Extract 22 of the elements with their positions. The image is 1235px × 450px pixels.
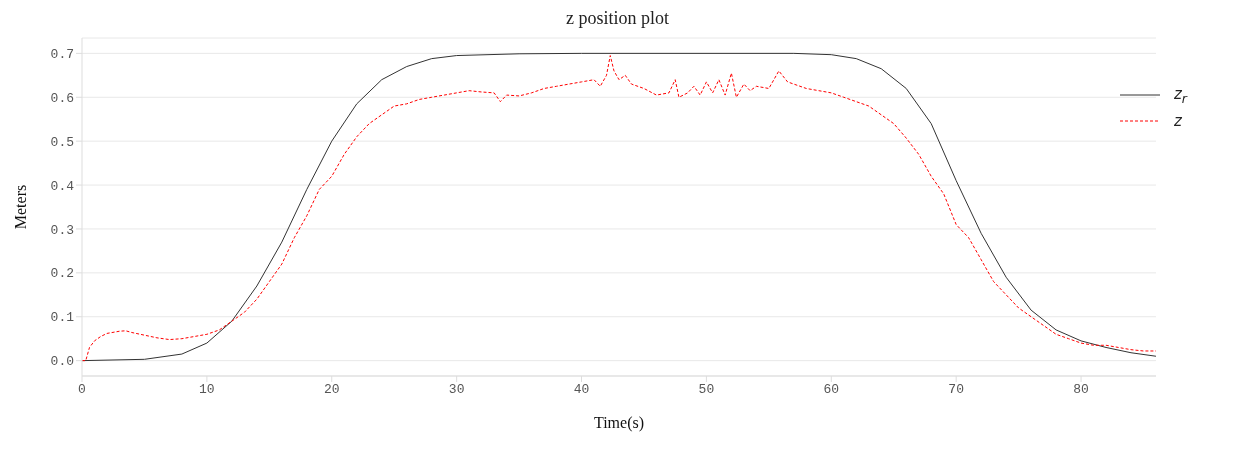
x-axis-title: Time(s) xyxy=(593,414,645,432)
x-tick-label: 30 xyxy=(448,382,465,398)
chart-title: z position plot xyxy=(565,8,670,30)
x-tick-label: 10 xyxy=(199,382,215,398)
y-axis-title: Meters xyxy=(11,184,29,230)
y-tick-label: 0.1 xyxy=(50,310,75,326)
y-tick-label: 0.6 xyxy=(50,90,74,106)
legend-label: z xyxy=(1173,112,1182,130)
y-tick-label: 0.7 xyxy=(50,46,74,62)
y-tick-label: 0.4 xyxy=(50,178,75,194)
x-tick-label: 50 xyxy=(698,382,715,398)
x-tick-label: 40 xyxy=(573,382,590,398)
legend-label: z$_{r}$ xyxy=(1173,84,1187,106)
x-tick-label: 80 xyxy=(1073,382,1089,398)
y-tick-label: 0.3 xyxy=(50,222,74,238)
x-tick-label: 70 xyxy=(948,382,964,398)
x-tick-label: 0 xyxy=(78,382,86,398)
y-tick-label: 0.2 xyxy=(50,266,74,282)
x-tick-label: 60 xyxy=(823,382,840,398)
y-tick-label: 0.0 xyxy=(50,354,74,370)
y-tick-label: 0.5 xyxy=(50,134,74,150)
x-tick-label: 20 xyxy=(323,382,340,398)
